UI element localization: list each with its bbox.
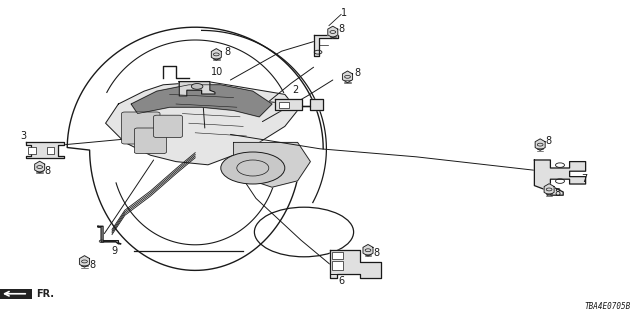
Polygon shape xyxy=(330,250,381,278)
Polygon shape xyxy=(544,184,554,195)
Text: 8: 8 xyxy=(373,248,380,259)
Text: FR.: FR. xyxy=(36,289,54,300)
Polygon shape xyxy=(234,142,310,187)
Text: 8: 8 xyxy=(224,47,230,57)
Text: TBA4E0705B: TBA4E0705B xyxy=(584,302,630,311)
Polygon shape xyxy=(35,161,45,173)
Polygon shape xyxy=(275,99,323,110)
Circle shape xyxy=(221,152,285,184)
Text: 8: 8 xyxy=(355,68,361,78)
Text: 2: 2 xyxy=(292,84,299,95)
Polygon shape xyxy=(534,160,586,195)
Polygon shape xyxy=(106,82,298,165)
Text: 8: 8 xyxy=(545,136,552,147)
Text: 3: 3 xyxy=(20,131,27,141)
Bar xyxy=(332,252,343,259)
Polygon shape xyxy=(211,49,221,60)
Bar xyxy=(279,102,289,108)
Bar xyxy=(28,147,36,154)
Polygon shape xyxy=(131,85,272,117)
Polygon shape xyxy=(26,142,64,158)
FancyBboxPatch shape xyxy=(122,112,160,144)
Text: 7: 7 xyxy=(581,174,588,184)
Polygon shape xyxy=(179,82,215,96)
Bar xyxy=(332,261,343,270)
FancyBboxPatch shape xyxy=(154,115,182,138)
Bar xyxy=(47,147,54,154)
Polygon shape xyxy=(363,244,373,256)
Text: 1: 1 xyxy=(341,8,348,19)
Polygon shape xyxy=(314,35,338,56)
Text: 8: 8 xyxy=(338,24,344,35)
Text: 8: 8 xyxy=(90,260,96,270)
Polygon shape xyxy=(98,226,121,244)
FancyBboxPatch shape xyxy=(134,128,166,154)
Text: 6: 6 xyxy=(338,276,344,286)
Polygon shape xyxy=(328,26,338,38)
Polygon shape xyxy=(342,71,353,83)
Text: 9: 9 xyxy=(111,246,118,256)
Circle shape xyxy=(191,84,203,89)
Text: 8: 8 xyxy=(45,166,51,176)
Text: 8: 8 xyxy=(554,188,561,198)
FancyBboxPatch shape xyxy=(0,289,32,299)
Polygon shape xyxy=(79,256,90,267)
Text: 10: 10 xyxy=(211,67,223,77)
Polygon shape xyxy=(535,139,545,150)
